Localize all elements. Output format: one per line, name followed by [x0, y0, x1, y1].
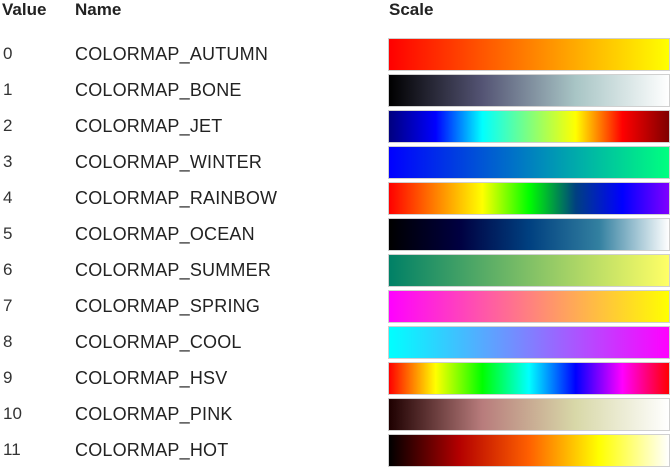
- colormap-name: COLORMAP_AUTUMN: [75, 44, 269, 64]
- colormap-scale-swatch: [388, 434, 670, 467]
- colormap-value: 0: [3, 44, 13, 63]
- colormap-scale-swatch: [388, 146, 670, 179]
- table-row: 2 COLORMAP_JET: [0, 109, 671, 145]
- colormap-scale-swatch: [388, 110, 670, 143]
- table-row: 1 COLORMAP_BONE: [0, 73, 671, 109]
- colormap-name: COLORMAP_OCEAN: [75, 224, 255, 244]
- colormap-scale-swatch: [388, 398, 670, 431]
- colormap-scale-swatch: [388, 74, 670, 107]
- colormap-name: COLORMAP_BONE: [75, 80, 242, 100]
- colormap-name: COLORMAP_RAINBOW: [75, 188, 278, 208]
- table-row: 0 COLORMAP_AUTUMN: [0, 37, 671, 73]
- colormap-scale-swatch: [388, 362, 670, 395]
- column-header-value: Value: [2, 0, 47, 19]
- colormap-value: 4: [3, 188, 13, 207]
- column-header-name: Name: [75, 0, 122, 19]
- colormap-name: COLORMAP_SPRING: [75, 296, 261, 316]
- colormap-value: 11: [3, 440, 21, 459]
- colormap-value: 2: [3, 116, 13, 135]
- colormap-value: 1: [3, 80, 13, 99]
- table-row: 4 COLORMAP_RAINBOW: [0, 181, 671, 217]
- table-row: 3 COLORMAP_WINTER: [0, 145, 671, 181]
- colormap-scale-swatch: [388, 326, 670, 359]
- table-row: 7 COLORMAP_SPRING: [0, 289, 671, 325]
- colormap-value: 6: [3, 260, 13, 279]
- colormap-value: 3: [3, 152, 13, 171]
- colormap-name: COLORMAP_COOL: [75, 332, 242, 352]
- table-row: 6 COLORMAP_SUMMER: [0, 253, 671, 289]
- colormap-scale-swatch: [388, 218, 670, 251]
- colormap-value: 8: [3, 332, 13, 351]
- table-row: 5 COLORMAP_OCEAN: [0, 217, 671, 253]
- colormap-name: COLORMAP_SUMMER: [75, 260, 272, 280]
- colormap-name: COLORMAP_JET: [75, 116, 223, 136]
- colormap-name: COLORMAP_HSV: [75, 368, 228, 388]
- table-header: Value Name Scale: [0, 0, 671, 22]
- table-row: 11 COLORMAP_HOT: [0, 433, 671, 469]
- table-row: 8 COLORMAP_COOL: [0, 325, 671, 361]
- colormap-scale-swatch: [388, 182, 670, 215]
- table-row: 9 COLORMAP_HSV: [0, 361, 671, 397]
- colormap-name: COLORMAP_PINK: [75, 404, 233, 424]
- column-header-scale: Scale: [389, 0, 434, 19]
- colormap-name: COLORMAP_HOT: [75, 440, 229, 460]
- colormap-value: 7: [3, 296, 13, 315]
- table-row: 10 COLORMAP_PINK: [0, 397, 671, 433]
- colormap-scale-swatch: [388, 254, 670, 287]
- colormap-value: 10: [3, 404, 22, 423]
- colormap-value: 9: [3, 368, 13, 387]
- colormap-value: 5: [3, 224, 13, 243]
- colormap-scale-swatch: [388, 290, 670, 323]
- colormap-table-body: 0 COLORMAP_AUTUMN 1 COLORMAP_BONE 2 COLORMAP_…: [0, 37, 671, 469]
- colormap-name: COLORMAP_WINTER: [75, 152, 263, 172]
- colormap-scale-swatch: [388, 38, 670, 71]
